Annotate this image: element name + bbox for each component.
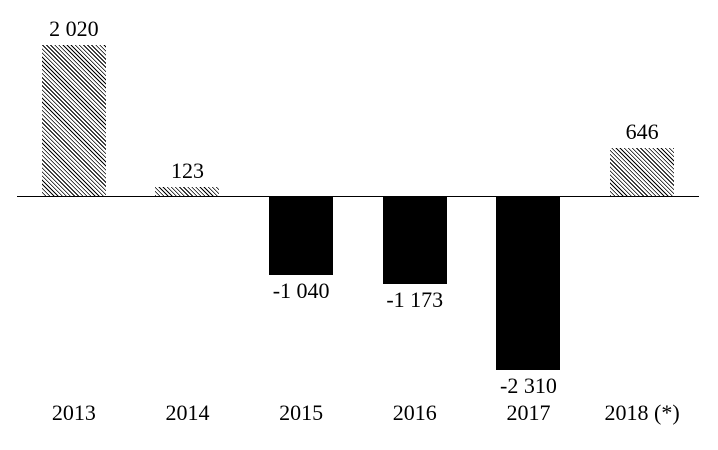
x-axis-line <box>17 195 699 198</box>
bar-2017 <box>496 196 561 370</box>
bar-2015 <box>269 196 334 275</box>
bar-2013 <box>41 45 106 197</box>
value-label-2017: -2 310 <box>500 372 557 398</box>
category-label-2015: 2015 <box>279 400 324 425</box>
category-label-2018: 2018 (*) <box>604 400 680 425</box>
value-label-2014: 123 <box>170 158 204 184</box>
value-label-2018: 646 <box>625 119 659 145</box>
value-label-2013: 2 020 <box>49 16 99 41</box>
bar-2014 <box>155 187 220 197</box>
category-label-2017: 2017 <box>506 400 551 425</box>
category-label-2016: 2016 <box>392 400 437 425</box>
category-label-2014: 2014 <box>165 400 210 425</box>
value-label-2016: -1 173 <box>386 287 444 313</box>
bar-2016 <box>382 196 447 285</box>
value-label-2015: -1 040 <box>272 277 330 303</box>
bar-2018 <box>610 148 675 197</box>
category-label-2013: 2013 <box>51 400 96 425</box>
